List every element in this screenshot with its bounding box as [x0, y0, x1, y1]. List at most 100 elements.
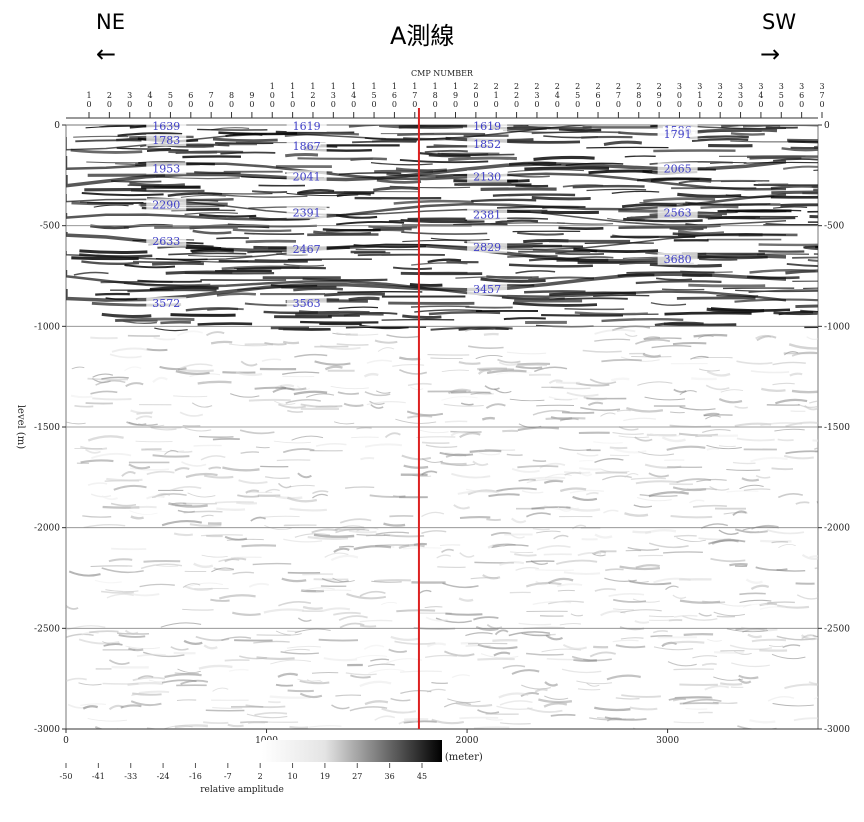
reflection-stroke [197, 380, 232, 385]
reflection-stroke [758, 250, 805, 253]
reflection-stroke [777, 492, 804, 499]
reflection-stroke [230, 393, 260, 398]
reflection-stroke [418, 589, 432, 595]
reflection-stroke [578, 467, 602, 471]
reflection-stroke [618, 435, 650, 439]
reflection-stroke [486, 369, 527, 375]
reflection-stroke [593, 441, 623, 444]
reflection-stroke [177, 668, 201, 674]
reflection-stroke [648, 491, 689, 498]
reflection-stroke [576, 680, 613, 685]
reflection-stroke [720, 682, 743, 686]
reflection-stroke [603, 140, 642, 146]
reflection-stroke [359, 680, 392, 688]
reflection-stroke [536, 404, 575, 407]
reflection-stroke [232, 611, 261, 616]
reflection-stroke [203, 644, 218, 650]
reflection-stroke [132, 676, 166, 682]
reflection-stroke [533, 155, 595, 161]
reflection-stroke [426, 688, 446, 693]
reflection-stroke [587, 401, 604, 407]
reflection-stroke [442, 582, 479, 589]
reflection-stroke [471, 198, 537, 203]
reflection-stroke [543, 702, 568, 708]
reflection-stroke [289, 725, 309, 729]
reflection-stroke [129, 467, 170, 471]
reflection-stroke [759, 606, 786, 610]
reflection-stroke [345, 672, 377, 676]
reflection-stroke [373, 186, 420, 192]
reflection-stroke [294, 628, 331, 634]
reflection-stroke [609, 446, 628, 450]
reflection-stroke [421, 441, 450, 445]
reflection-stroke [496, 487, 537, 493]
reflection-stroke [458, 361, 481, 365]
reflection-stroke [532, 601, 572, 606]
reflection-stroke [254, 386, 286, 390]
colorbar-tick-label: 2 [258, 772, 263, 781]
reflection-stroke [212, 706, 243, 710]
reflection-stroke [216, 237, 249, 240]
reflection-stroke [313, 533, 355, 538]
reflection-stroke [736, 437, 775, 442]
y-tick-label: -1000 [824, 322, 850, 332]
reflection-stroke [294, 533, 331, 538]
reflection-stroke [95, 379, 126, 386]
reflection-stroke [582, 349, 622, 353]
reflection-stroke [621, 203, 677, 209]
velocity-label: 2130 [473, 170, 501, 183]
reflection-stroke [421, 511, 445, 518]
reflection-stroke [135, 440, 173, 443]
velocity-label-bg [286, 206, 327, 219]
reflection-stroke [156, 564, 179, 567]
reflection-stroke [126, 421, 147, 426]
reflection-stroke [197, 128, 268, 131]
reflection-stroke [239, 429, 275, 435]
reflection-stroke [735, 209, 802, 213]
reflection-stroke [153, 336, 176, 341]
reflection-stroke [730, 132, 765, 136]
colorbar-tick-label: 36 [385, 772, 395, 781]
reflection-stroke [283, 538, 323, 543]
reflection-stroke [124, 366, 142, 372]
reflection-stroke [264, 341, 287, 346]
reflection-stroke [771, 190, 818, 195]
reflection-stroke [113, 484, 147, 491]
reflection-stroke [229, 343, 268, 347]
reflection-stroke [87, 718, 127, 722]
reflection-stroke [445, 612, 483, 616]
reflection-stroke [558, 128, 602, 132]
reflection-stroke [363, 644, 385, 650]
reflection-stroke [336, 220, 405, 226]
reflection-stroke [131, 693, 146, 697]
reflection-stroke [101, 495, 118, 501]
reflection-stroke [547, 577, 574, 585]
reflection-stroke [92, 373, 114, 378]
velocity-label: 1953 [152, 162, 180, 175]
reflection-stroke [368, 225, 418, 229]
reflection-stroke [402, 314, 442, 319]
reflection-stroke [626, 406, 664, 413]
reflection-stroke [524, 166, 610, 171]
direction-label-ne: NE [96, 10, 125, 34]
reflection-stroke [208, 466, 222, 470]
x-tick-label: 2000 [456, 736, 479, 746]
reflection-stroke [470, 392, 492, 395]
reflection-stroke [182, 583, 201, 588]
reflection-stroke [785, 450, 818, 455]
reflection-stroke [269, 695, 311, 699]
reflection-stroke [485, 718, 503, 721]
reflection-stroke [431, 718, 465, 725]
reflection-stroke [739, 592, 766, 596]
reflection-stroke [532, 459, 547, 462]
reflection-stroke [203, 721, 229, 725]
reflection-stroke [424, 149, 468, 154]
